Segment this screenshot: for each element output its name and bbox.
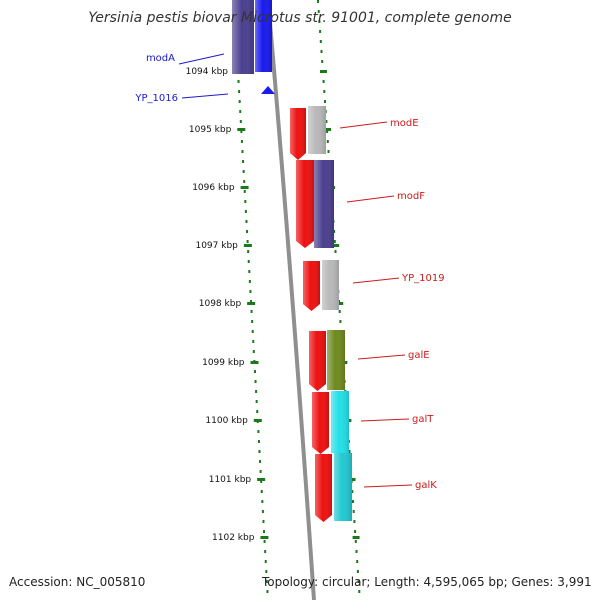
kbp-tick-mark: [240, 186, 249, 189]
kbp-tick-mark: [250, 361, 259, 364]
gene-features: [232, 0, 352, 522]
kbp-tick-mark-right: [336, 302, 344, 305]
kbp-tick-mark-right: [319, 70, 327, 73]
kbp-tick-label: 1097 kbp: [195, 241, 238, 251]
gene-label-leader: [357, 354, 406, 360]
genome-backbone: [266, 0, 316, 601]
gene-label-leader: [360, 418, 410, 422]
gene-galE-block[interactable]: [327, 330, 345, 390]
gene-modA-block[interactable]: [232, 0, 254, 74]
gene-label-galT[interactable]: galT: [412, 414, 434, 425]
kbp-ticks: 1094 kbp 1095 kbp 1096 kbp 1097 kbp 1098 kbp…: [186, 67, 360, 543]
gene-label-leader: [339, 121, 388, 129]
kbp-tick-mark: [257, 478, 266, 481]
gene-label-leader: [178, 53, 225, 65]
kbp-tick-mark-right: [324, 128, 332, 131]
kbp-tick-mark: [253, 419, 262, 422]
gene-label-galK[interactable]: galK: [415, 480, 437, 491]
kbp-tick-label: 1095 kbp: [189, 125, 232, 135]
gene-label-galE[interactable]: galE: [408, 350, 430, 361]
kbp-tick-label: 1099 kbp: [202, 358, 245, 368]
kbp-tick-mark: [237, 128, 246, 131]
gene-labels: modA YP_1016 modE modF YP_1019 galE galT galK: [134, 53, 444, 491]
gene-label-modF[interactable]: modF: [397, 191, 425, 202]
gene-galK-block[interactable]: [334, 453, 352, 521]
gene-label-leader: [352, 277, 400, 284]
accession-text: Accession: NC_005810: [9, 575, 146, 589]
kbp-tick-label: 1101 kbp: [209, 475, 252, 485]
cds-modE-arrow[interactable]: [290, 108, 306, 160]
gene-label-YP_1016[interactable]: YP_1016: [134, 93, 178, 104]
gene-modE-block[interactable]: [308, 106, 326, 154]
left-ruler-track: [233, 0, 269, 603]
gene-YP_1019-block[interactable]: [322, 260, 339, 310]
gene-modF-block[interactable]: [314, 160, 334, 248]
kbp-tick-mark: [260, 536, 269, 539]
cds-modF-arrow[interactable]: [296, 160, 314, 248]
cds-YP_1019-arrow[interactable]: [303, 261, 320, 311]
gene-label-modA[interactable]: modA: [146, 53, 175, 64]
kbp-tick-label: 1096 kbp: [192, 183, 235, 193]
genome-title: Yersinia pestis biovar Microtus str. 910…: [88, 10, 512, 26]
kbp-tick-label: 1102 kbp: [212, 533, 255, 543]
gene-label-YP_1019[interactable]: YP_1019: [401, 273, 445, 284]
gene-label-leader: [346, 195, 395, 203]
gene-label-leader: [363, 484, 413, 488]
gene-YP_1016-arrow[interactable]: [261, 86, 275, 94]
gene-block-blue[interactable]: [255, 0, 272, 72]
kbp-tick-label: 1100 kbp: [205, 416, 248, 426]
cds-galK-arrow[interactable]: [315, 454, 332, 522]
kbp-tick-label: 1098 kbp: [199, 299, 242, 309]
gene-label-leader: [181, 93, 229, 99]
kbp-tick-mark: [243, 244, 252, 247]
genome-summary-text: Topology: circular; Length: 4,595,065 bp…: [262, 575, 592, 589]
cds-galE-arrow[interactable]: [309, 331, 326, 391]
kbp-tick-mark-right: [352, 536, 360, 539]
kbp-tick-label: 1094 kbp: [186, 67, 229, 77]
gene-galT-block[interactable]: [331, 391, 349, 453]
kbp-ruler-tracks: [233, 0, 361, 603]
gene-label-modE[interactable]: modE: [390, 118, 419, 129]
kbp-tick-mark-right: [332, 244, 340, 247]
kbp-tick-mark: [247, 302, 256, 305]
kbp-tick-mark-right: [348, 478, 356, 481]
cds-galT-arrow[interactable]: [312, 392, 329, 454]
